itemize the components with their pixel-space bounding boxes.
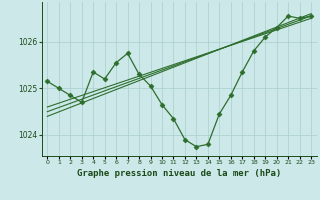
X-axis label: Graphe pression niveau de la mer (hPa): Graphe pression niveau de la mer (hPa) xyxy=(77,169,281,178)
